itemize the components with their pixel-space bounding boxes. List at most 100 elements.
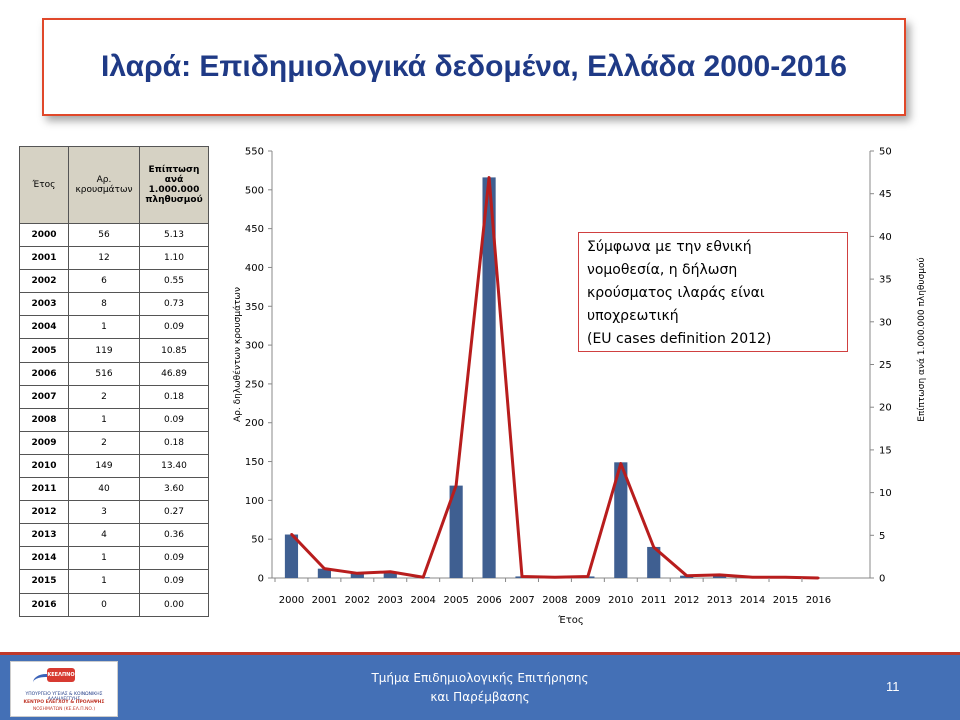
logo-mark: ΚΕΕΛΠΝΟ [47,668,75,682]
table-cell-incidence: 0.00 [139,592,209,617]
table-cell-year: 2014 [19,546,69,571]
table-row: 2007 2 0.18 [19,384,209,409]
x-tick-label: 2013 [707,595,732,606]
table-cell-incidence: 0.36 [139,523,209,548]
right-tick-label: 40 [879,232,892,243]
incidence-point-2004 [422,576,425,579]
right-tick-label: 25 [879,360,892,371]
table-cell-cases: 4 [68,523,140,548]
x-tick-label: 2005 [443,595,468,606]
right-tick-label: 30 [879,317,892,328]
footer-text: Τμήμα Επιδημιολογικής Επιτήρησης και Παρ… [330,669,630,707]
left-tick-label: 550 [245,147,264,158]
table-cell-year: 2003 [19,292,69,317]
x-tick-label: 2011 [641,595,666,606]
table-cell-cases: 8 [68,292,140,317]
logo-swoosh-icon [33,674,59,691]
note-line: Σύμφωνα με την εθνική [587,239,752,255]
right-axis-title: Επίπτωση ανά 1.000.000 πληθυσμού [916,257,927,422]
table-cell-cases: 3 [68,500,140,525]
table-header-cases: Αρ. κρουσμάτων [68,146,140,224]
incidence-point-2003 [389,570,392,573]
table-cell-incidence: 0.18 [139,384,209,409]
table-header-incidence: Επίπτωση ανά 1.000.000 πληθυσμού [139,146,209,224]
table-header-year: Έτος [19,146,69,224]
table-body: 2000 56 5.13 2001 12 1.10 2002 6 0.55 2003 8 0.73 20… [19,222,209,617]
table-cell-year: 2004 [19,315,69,340]
incidence-point-2010 [619,462,623,465]
bar-2006 [482,177,496,578]
table-row: 2009 2 0.18 [19,430,209,455]
bar-2001 [317,568,331,578]
table-row: 2003 8 0.73 [19,292,209,317]
logo-text-line: ΚΕΝΤΡΟ ΕΛΕΓΧΟΥ & ΠΡΟΛΗΨΗΣ [23,700,105,705]
x-axis-title: Έτος [557,614,583,626]
note-line: κρούσματος ιλαράς είναι [587,285,765,301]
left-axis-title: Αρ. δηλωθέντων κρουσμάτων [232,287,243,422]
table-cell-incidence: 0.27 [139,500,209,525]
x-tick-label: 2012 [674,595,699,606]
table-cell-incidence: 0.09 [139,569,209,594]
table-cell-year: 2010 [19,453,69,479]
bar-2010 [614,462,628,578]
table-cell-cases: 6 [68,269,140,294]
footer-text-line: Τμήμα Επιδημιολογικής Επιτήρησης [371,671,589,685]
right-tick-label: 15 [879,445,892,456]
x-tick-label: 2010 [608,595,633,606]
table-row: 2014 1 0.09 [19,546,209,571]
table-cell-year: 2012 [19,500,69,525]
note-line: υποχρεωτική [587,308,679,324]
table-cell-cases: 1 [68,546,140,571]
incidence-point-2009 [586,575,590,578]
table-cell-incidence: 3.60 [139,477,209,502]
table-cell-incidence: 5.13 [139,222,209,248]
incidence-point-2007 [520,575,524,578]
table-row: 2008 1 0.09 [19,407,209,432]
x-tick-label: 2001 [312,595,337,606]
table-row: 2005 119 10.85 [19,338,209,363]
table-cell-incidence: 0.18 [139,430,209,455]
table-cell-cases: 119 [68,338,140,363]
note-line: νομοθεσία, η δήλωση [587,262,738,278]
table-cell-year: 2013 [19,523,69,548]
table-cell-incidence: 0.73 [139,292,209,317]
left-tick-label: 0 [258,574,264,585]
table-cell-year: 2016 [19,592,69,617]
right-tick-label: 10 [879,488,892,499]
left-tick-label: 400 [245,263,264,274]
table-cell-cases: 2 [68,430,140,455]
chart: 0501001502002503003504004505005500510152… [232,147,927,627]
page-number: 11 [886,679,900,694]
table-cell-incidence: 10.85 [139,338,209,363]
table-cell-year: 2015 [19,569,69,594]
table-cell-year: 2000 [19,222,69,248]
left-tick-label: 300 [245,341,264,352]
table-cell-cases: 12 [68,246,140,271]
table-cell-cases: 40 [68,477,140,502]
note-line: (EU cases definition 2012) [587,331,772,347]
slide-title: Ιλαρά: Επιδημιολογικά δεδομένα, Ελλάδα 2… [101,50,847,83]
incidence-point-2005 [454,484,458,487]
table-cell-year: 2009 [19,430,69,455]
organization-logo: ΚΕΕΛΠΝΟ ΥΠΟΥΡΓΕΙΟ ΥΓΕΙΑΣ & ΚΟΙΝΩΝΙΚΗΣ ΑΛ… [10,661,118,717]
table-cell-cases: 56 [68,222,140,248]
left-tick-label: 350 [245,302,264,313]
table-row: 2010 149 13.40 [19,453,209,479]
logo-text-line: ΥΠΟΥΡΓΕΙΟ ΥΓΕΙΑΣ & ΚΟΙΝΩΝΙΚΗΣ ΑΛΛΗΛΕΓΓΥΗ… [25,692,103,702]
table-cell-year: 2006 [19,361,69,386]
logo-text-line: ΝΟΣΗΜΑΤΩΝ (ΚΕ.ΕΛ.Π.ΝΟ.) [32,707,96,712]
table-row: 2000 56 5.13 [19,222,209,248]
x-tick-label: 2006 [476,595,501,606]
table-row: 2002 6 0.55 [19,269,209,294]
table-cell-incidence: 1.10 [139,246,209,271]
table-cell-cases: 0 [68,592,140,617]
x-tick-label: 2003 [378,595,403,606]
incidence-point-2011 [652,546,655,549]
incidence-point-2013 [718,573,721,577]
table-cell-year: 2011 [19,477,69,502]
table-cell-cases: 1 [68,407,140,432]
table-cell-incidence: 0.09 [139,546,209,571]
left-tick-label: 150 [245,457,264,468]
left-tick-label: 100 [245,496,264,507]
bar-2000 [284,534,299,578]
